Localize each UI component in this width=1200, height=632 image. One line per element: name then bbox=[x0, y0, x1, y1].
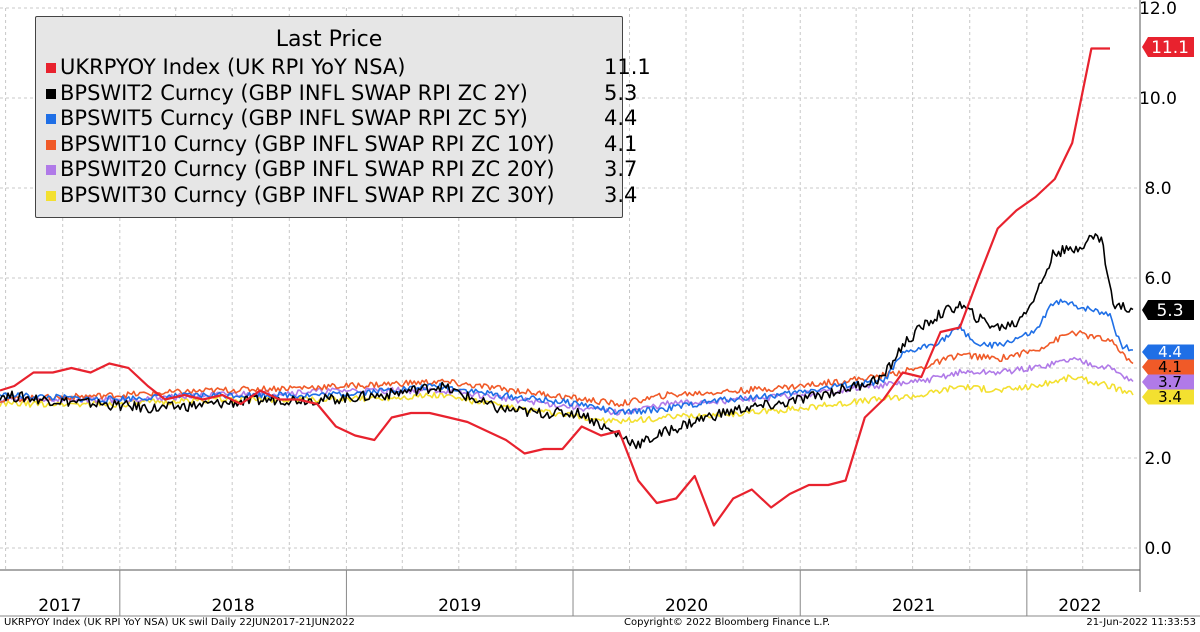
series-line bbox=[0, 330, 1134, 408]
legend-series-name: BPSWIT20 Curncy (GBP INFL SWAP RPI ZC 20… bbox=[60, 157, 555, 181]
last-value-label: 4.1 bbox=[1158, 358, 1182, 376]
legend-series-name: BPSWIT2 Curncy (GBP INFL SWAP RPI ZC 2Y) bbox=[60, 80, 528, 105]
legend-series-name: UKRPYOY Index (UK RPI YoY NSA) bbox=[60, 55, 406, 79]
last-value-label: 5.3 bbox=[1156, 301, 1183, 321]
legend-last-value: 11.1 bbox=[604, 55, 651, 79]
last-value-tag bbox=[1142, 359, 1194, 375]
legend-last-value: 3.7 bbox=[604, 157, 638, 181]
legend: Last Price UKRPYOY Index (UK RPI YoY NSA… bbox=[35, 16, 651, 218]
legend-series-name: BPSWIT5 Curncy (GBP INFL SWAP RPI ZC 5Y) bbox=[60, 106, 528, 130]
legend-item: BPSWIT5 Curncy (GBP INFL SWAP RPI ZC 5Y)… bbox=[46, 106, 637, 130]
y-tick-label: 2.0 bbox=[1144, 449, 1171, 469]
legend-item: BPSWIT30 Curncy (GBP INFL SWAP RPI ZC 30… bbox=[46, 182, 637, 207]
legend-swatch bbox=[46, 190, 56, 201]
legend-swatch bbox=[46, 63, 56, 73]
x-year-label: 2022 bbox=[1058, 596, 1101, 616]
last-value-tag bbox=[1142, 344, 1194, 360]
footer-source: UKRPYOY Index (UK RPI YoY NSA) UK swil D… bbox=[4, 617, 355, 628]
x-year-label: 2019 bbox=[438, 596, 481, 616]
footer-timestamp: 21-Jun-2022 11:33:53 bbox=[1086, 617, 1196, 628]
series-line bbox=[0, 47, 1110, 527]
series-line bbox=[0, 298, 1134, 415]
y-tick-label: 6.0 bbox=[1144, 269, 1171, 289]
x-year-label: 2018 bbox=[211, 596, 254, 616]
x-year-label: 2020 bbox=[665, 596, 708, 616]
legend-title: Last Price bbox=[275, 27, 383, 52]
legend-series-name: BPSWIT10 Curncy (GBP INFL SWAP RPI ZC 10… bbox=[60, 131, 555, 156]
y-tick-label: 10.0 bbox=[1139, 89, 1177, 109]
legend-swatch bbox=[46, 88, 56, 99]
legend-series-name: BPSWIT30 Curncy (GBP INFL SWAP RPI ZC 30… bbox=[60, 182, 555, 207]
y-tick-label: 0.0 bbox=[1144, 539, 1171, 559]
last-value-label: 3.7 bbox=[1158, 373, 1182, 391]
x-year-label: 2021 bbox=[892, 596, 935, 616]
legend-swatch bbox=[46, 165, 56, 175]
series-lines bbox=[0, 47, 1134, 527]
grid-lines bbox=[0, 7, 1140, 570]
last-value-label: 3.4 bbox=[1158, 388, 1182, 406]
footer-copyright: Copyright© 2022 Bloomberg Finance L.P. bbox=[624, 617, 831, 628]
y-tick-label: 12.0 bbox=[1139, 0, 1177, 19]
legend-item: BPSWIT10 Curncy (GBP INFL SWAP RPI ZC 10… bbox=[46, 131, 637, 156]
legend-last-value: 4.4 bbox=[604, 106, 638, 130]
x-axis: 2017 2018 2019 2020 2021 2022 bbox=[0, 569, 1200, 617]
y-tick-label: 8.0 bbox=[1144, 179, 1171, 199]
last-value-label: 4.4 bbox=[1158, 343, 1182, 361]
legend-item: UKRPYOY Index (UK RPI YoY NSA) 11.1 bbox=[46, 55, 651, 79]
legend-last-value: 5.3 bbox=[604, 80, 638, 105]
y-axis: 0.02.04.06.08.010.012.0 bbox=[1139, 0, 1177, 592]
last-value-tags: 11.1 5.3 4.44.13.73.4 bbox=[1142, 37, 1194, 406]
legend-swatch bbox=[46, 139, 56, 150]
last-value-tag bbox=[1142, 37, 1194, 57]
legend-last-value: 4.1 bbox=[604, 131, 638, 156]
legend-last-value: 3.4 bbox=[604, 182, 638, 207]
legend-item: BPSWIT20 Curncy (GBP INFL SWAP RPI ZC 20… bbox=[46, 157, 637, 181]
legend-swatch bbox=[46, 114, 56, 124]
last-value-label: 11.1 bbox=[1151, 38, 1189, 58]
last-value-tag bbox=[1142, 300, 1194, 320]
last-value-tag bbox=[1142, 374, 1194, 390]
x-year-label: 2017 bbox=[38, 596, 81, 616]
series-line bbox=[0, 233, 1134, 450]
legend-item: BPSWIT2 Curncy (GBP INFL SWAP RPI ZC 2Y)… bbox=[46, 80, 637, 105]
series-line bbox=[0, 374, 1134, 425]
last-value-tag bbox=[1142, 389, 1194, 405]
